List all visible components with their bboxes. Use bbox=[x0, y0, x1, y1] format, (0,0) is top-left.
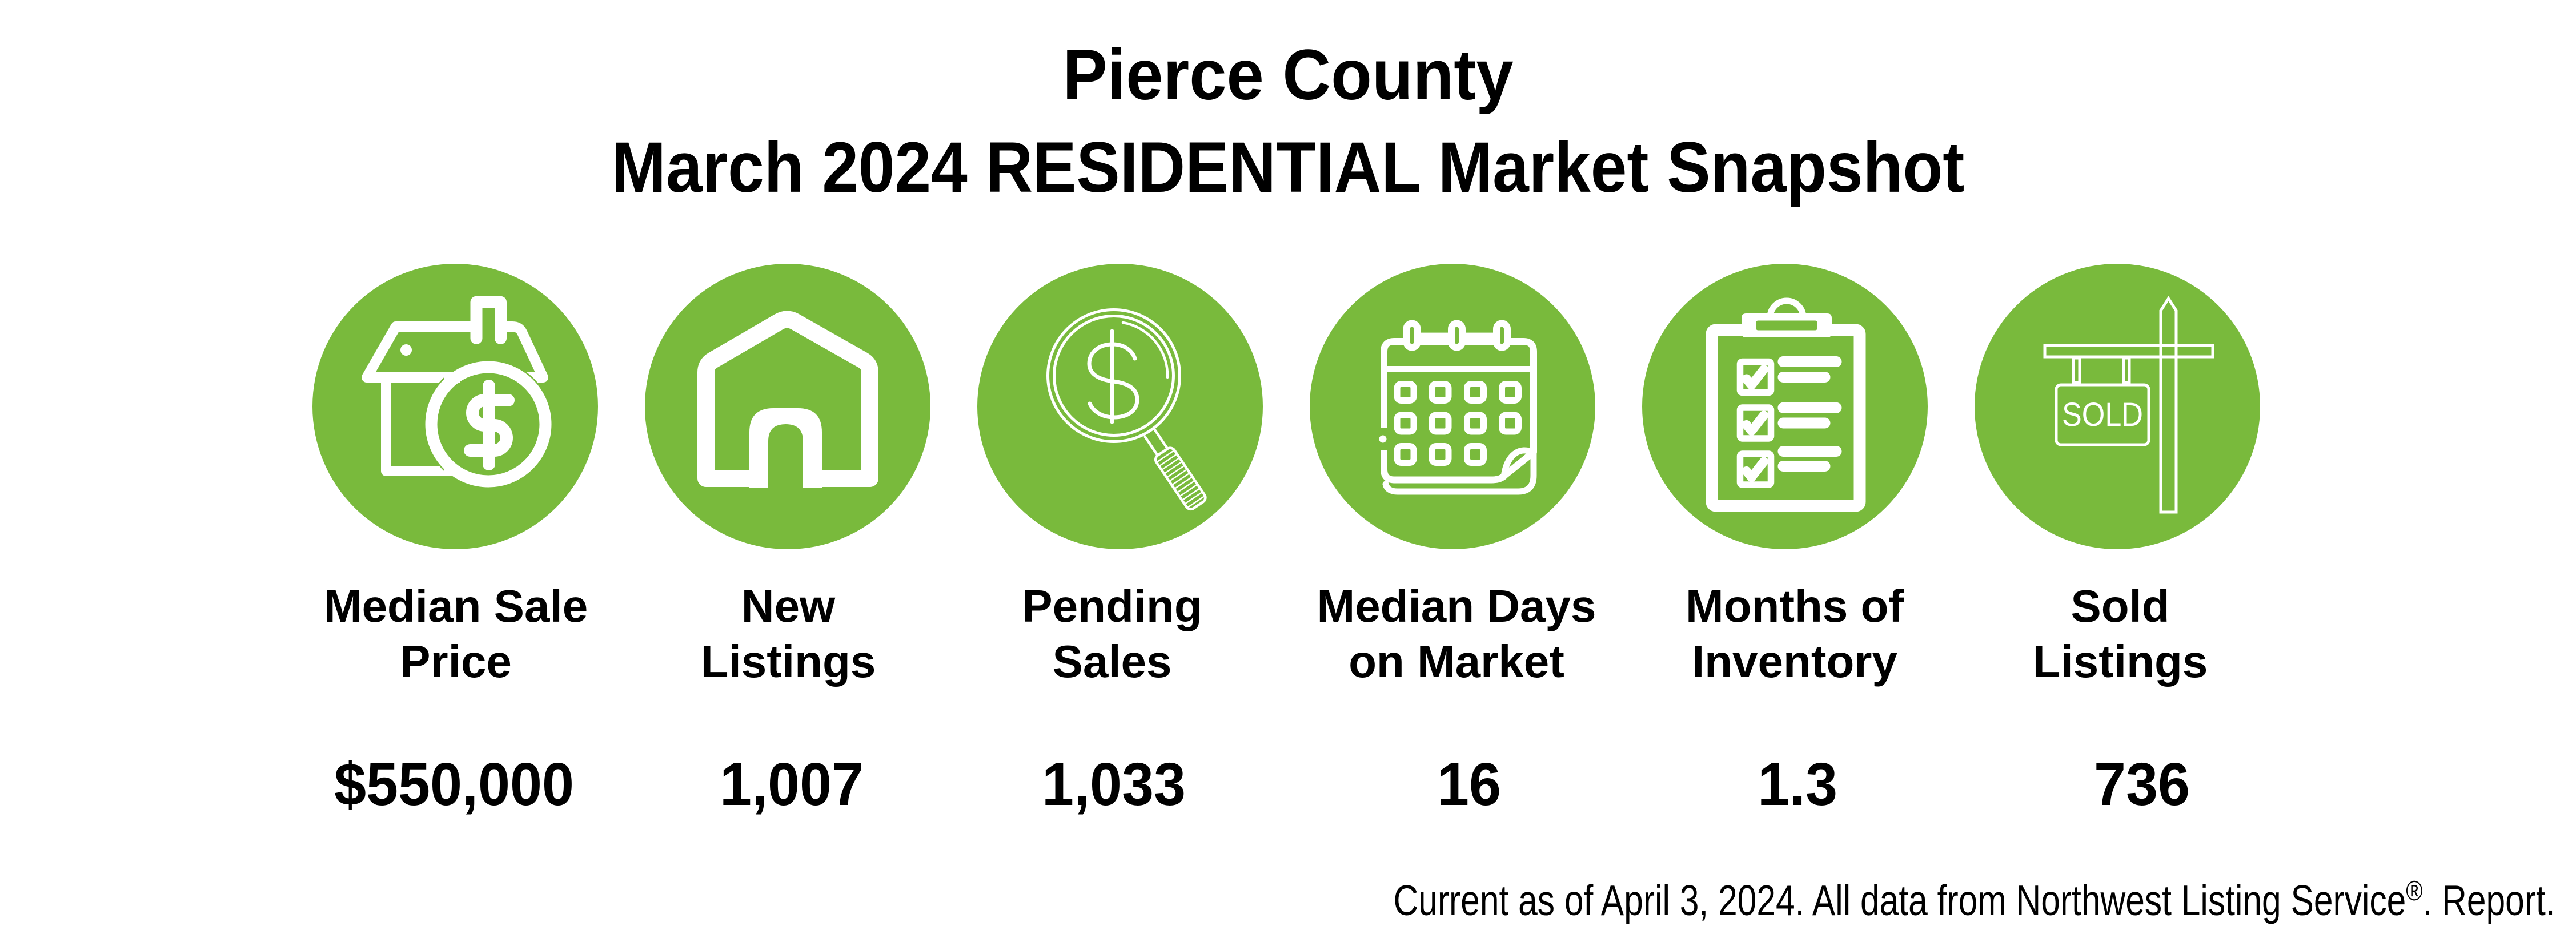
svg-text:SOLD: SOLD bbox=[2062, 396, 2143, 433]
